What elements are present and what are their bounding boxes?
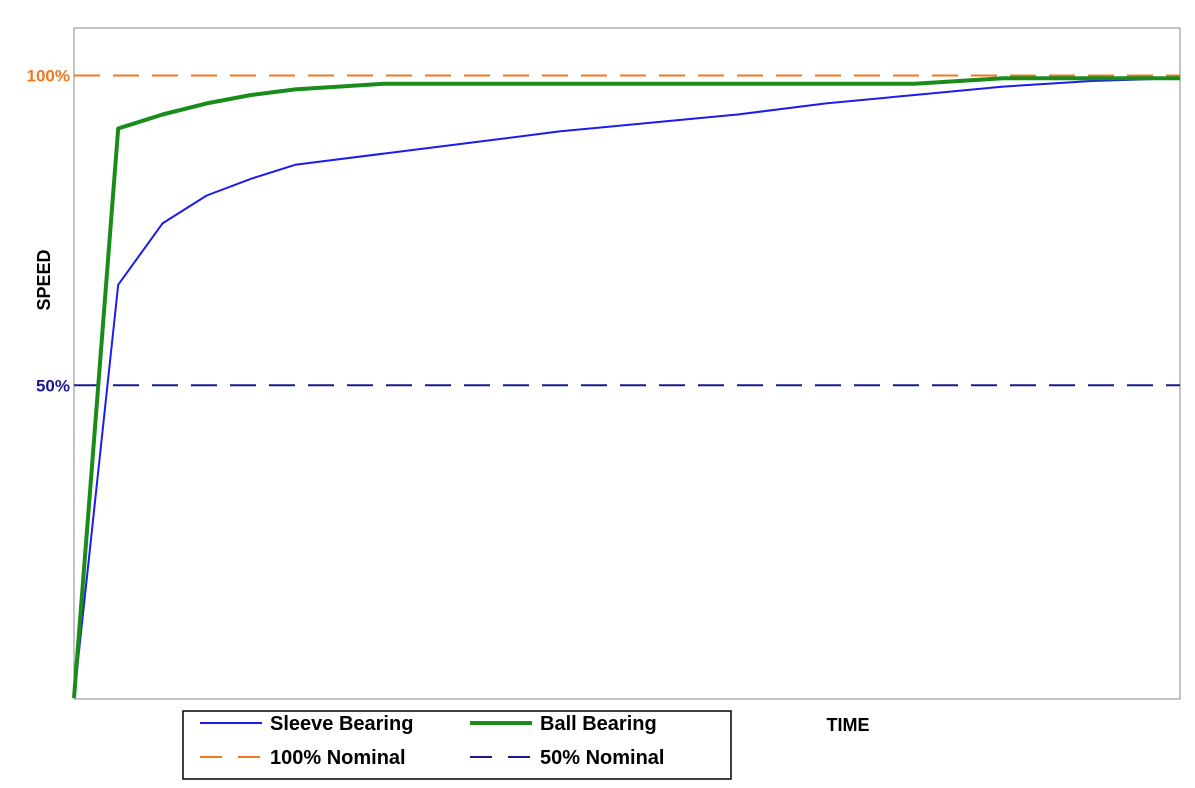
legend-frame <box>182 710 732 780</box>
y-tick-label-50: 50% <box>36 376 70 395</box>
legend-items: Sleeve Bearing Ball Bearing 100% Nominal 50… <box>200 713 664 769</box>
series-layer <box>72 74 1181 699</box>
legend: Sleeve Bearing Ball Bearing 100% Nominal 50… <box>182 710 732 780</box>
y-axis-title: SPEED <box>34 249 54 310</box>
y-tick-labels: 100% 50% <box>27 66 70 395</box>
series-line-ball-bearing <box>72 76 1180 699</box>
legend-label-100pct-nominal: 100% Nominal <box>270 747 406 769</box>
legend-label-50pct-nominal: 50% Nominal <box>540 747 664 769</box>
y-tick-label-100: 100% <box>27 66 70 85</box>
series-line-sleeve-bearing <box>73 77 1181 699</box>
legend-label-sleeve-bearing: Sleeve Bearing <box>270 713 413 735</box>
plot-area-frame <box>73 27 1181 700</box>
legend-label-ball-bearing: Ball Bearing <box>540 713 657 735</box>
x-axis-title: TIME <box>827 715 870 735</box>
